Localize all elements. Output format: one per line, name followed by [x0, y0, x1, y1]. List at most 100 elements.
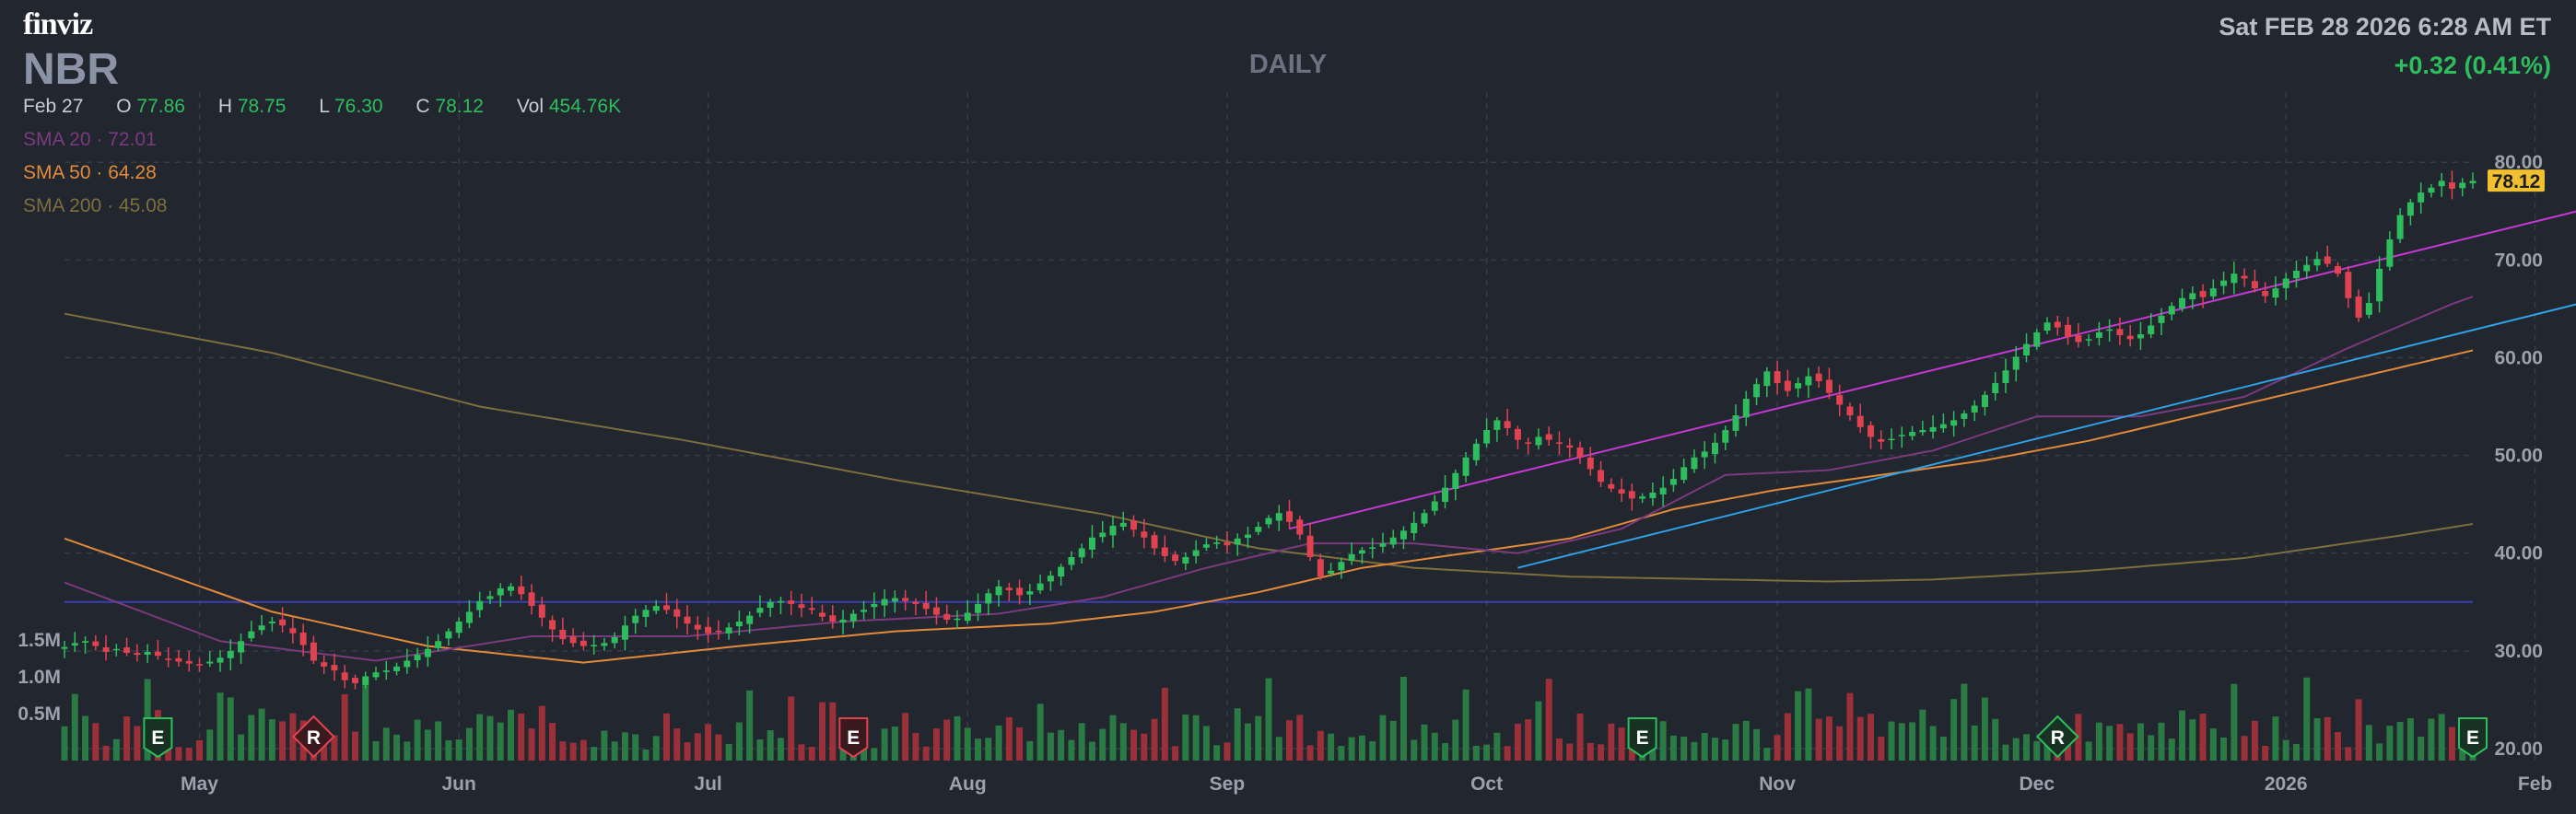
volume-bar [2365, 725, 2372, 761]
revision-marker[interactable]: R [291, 715, 335, 759]
volume-bar [591, 747, 598, 761]
volume-bar [2335, 732, 2342, 761]
candle-body [1379, 543, 1387, 547]
candle-body [1825, 379, 1832, 393]
candle-body [1182, 556, 1189, 564]
candle-body [1566, 445, 1574, 448]
candle-body [1608, 483, 1615, 489]
candle-body [1971, 405, 1978, 413]
candle-body [861, 610, 868, 612]
earnings-marker[interactable]: E [143, 717, 173, 759]
candle-body [1784, 380, 1791, 391]
sma20-legend[interactable]: SMA 20 · 72.01 [23, 129, 157, 151]
volume-bar [1213, 745, 1221, 761]
candle-body [985, 593, 992, 604]
volume-bar [2292, 743, 2300, 761]
candle-body [1628, 491, 1635, 499]
sma50-legend[interactable]: SMA 50 · 64.28 [23, 162, 157, 184]
earnings-marker[interactable]: E [2458, 717, 2488, 759]
candle-body [1836, 395, 1844, 405]
volume-bar [871, 748, 878, 761]
candle-body [1047, 576, 1054, 582]
candle-body [134, 652, 141, 656]
revision-marker[interactable]: R [2035, 715, 2079, 759]
volume-bar [611, 741, 618, 761]
earnings-marker[interactable]: E [1627, 717, 1657, 759]
volume-bar [2355, 699, 2362, 761]
candle-body [746, 615, 754, 624]
candle-body [1649, 492, 1657, 498]
candle-body [559, 629, 567, 640]
candle-body [632, 615, 639, 623]
high-value: 78.75 [237, 96, 287, 117]
volume-bar [1701, 733, 1708, 761]
candle-body [2116, 329, 2124, 336]
volume-bar [445, 739, 452, 761]
candle-body [486, 596, 494, 599]
volume-bar [964, 727, 971, 761]
candle-body [2438, 180, 2445, 187]
volume-bar [1369, 741, 1376, 761]
timeframe-label: DAILY [1248, 50, 1328, 79]
volume-bar [2313, 717, 2321, 761]
volume-bar [1255, 715, 1262, 761]
volume-bar [92, 723, 100, 761]
price-change: +0.32 (0.41%) [2394, 52, 2551, 79]
volume-bar [1815, 718, 1822, 761]
volume-bar [2345, 747, 2352, 761]
volume-bar [71, 693, 78, 761]
candle-body [424, 648, 431, 657]
candle-body [642, 610, 650, 617]
marker-letter: E [1636, 727, 1649, 749]
ticker-symbol: NBR [23, 45, 119, 94]
candle-body [652, 606, 660, 611]
volume-bar [2043, 743, 2051, 761]
candle-body [1576, 447, 1584, 458]
candle-body [1213, 542, 1221, 544]
ohlc-readout: Feb 27 O 77.86 H 78.75 L 76.30 C 78.12 V… [23, 96, 621, 118]
y-tick-label: 30.00 [2494, 641, 2543, 662]
close-label: C [416, 96, 430, 117]
volume-bar [2418, 737, 2425, 761]
volume-bar [102, 745, 110, 761]
volume-bar [1317, 730, 1324, 761]
volume-bar [1618, 727, 1625, 761]
x-tick-label: Jul [694, 773, 721, 795]
candle-body [1795, 383, 1802, 389]
volume-bar [424, 729, 431, 761]
volume-bar [632, 734, 639, 761]
y-tick-label: 50.00 [2494, 446, 2543, 467]
candle-body [2179, 297, 2186, 308]
earnings-marker[interactable]: E [838, 717, 869, 759]
candle-body [92, 641, 100, 646]
volume-bar [2448, 727, 2455, 761]
volume-bar [1732, 724, 1739, 761]
volume-bar [922, 746, 930, 761]
volume-bar [2012, 738, 2020, 761]
candle-body [268, 622, 275, 623]
volume-bar [2251, 720, 2258, 761]
volume-bar [735, 722, 743, 761]
candle-body [964, 612, 971, 622]
sma200-legend[interactable]: SMA 200 · 45.08 [23, 195, 167, 217]
candle-body [2241, 275, 2248, 279]
volume-bar [351, 731, 358, 761]
volume-bar [756, 738, 764, 761]
volume-bar [1659, 721, 1667, 761]
volume-bar [2428, 718, 2435, 761]
candle-body [1732, 415, 1739, 431]
volume-bar [912, 732, 919, 761]
volume-bar [476, 714, 484, 761]
volume-bar [808, 747, 815, 761]
candle-body [144, 651, 151, 655]
volume-bar [1224, 742, 1231, 761]
volume-bar [1929, 726, 1937, 761]
x-tick-label: Sep [1210, 773, 1246, 795]
candle-body [871, 603, 878, 608]
marker-shape [291, 715, 335, 759]
volume-bar [1971, 725, 1978, 761]
candle-body [82, 641, 89, 643]
finviz-logo[interactable]: finviz [23, 7, 93, 41]
